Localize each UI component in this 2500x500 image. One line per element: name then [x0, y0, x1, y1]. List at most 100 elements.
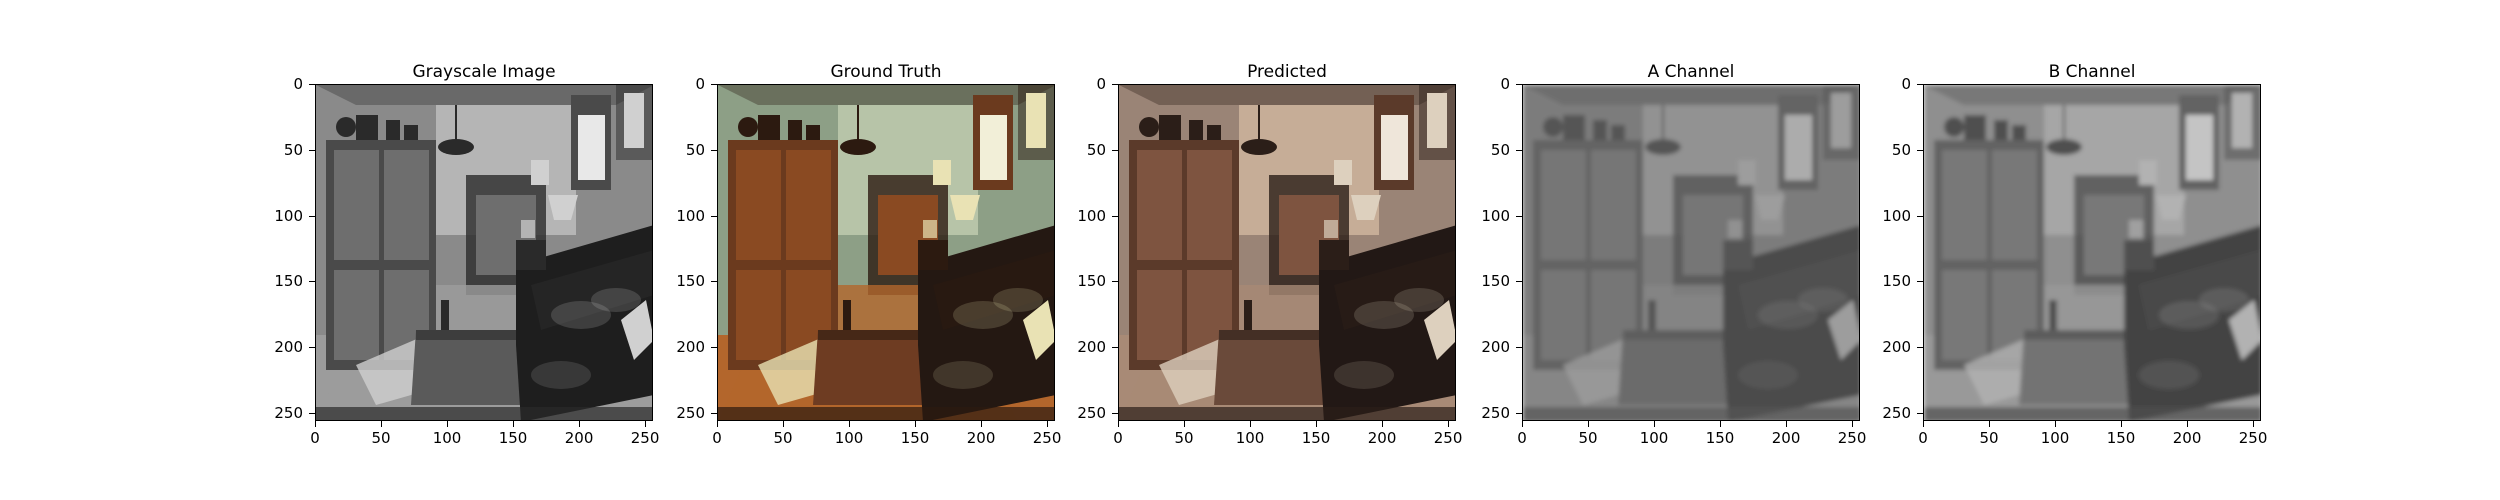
x-tick-label: 0	[1517, 429, 1527, 447]
x-tick-label: 200	[1771, 429, 1801, 447]
image-panel: Grayscale Image 0 50 100 150 200 250 0 50 100 150 2…	[274, 0, 659, 500]
x-tick-mark	[1382, 421, 1384, 427]
y-tick-mark	[1516, 215, 1522, 217]
y-tick-label: 250	[1882, 404, 1911, 423]
y-tick-label: 150	[274, 272, 303, 291]
y-tick-label: 0	[1500, 75, 1510, 93]
x-tick-mark	[915, 421, 917, 427]
y-tick-label: 200	[1882, 338, 1911, 357]
y-tick-label: 100	[1077, 206, 1106, 225]
y-tick-label: 50	[685, 140, 705, 159]
x-tick-label: 50	[1174, 429, 1194, 447]
x-tick-label: 100	[1639, 429, 1669, 447]
x-tick-mark	[2253, 421, 2255, 427]
x-tick-mark	[1448, 421, 1450, 427]
image-frame	[1118, 84, 1456, 421]
x-tick-label: 250	[630, 429, 660, 447]
y-tick-mark	[1516, 347, 1522, 349]
x-tick-label: 100	[2040, 429, 2070, 447]
scene-image	[316, 85, 652, 420]
x-tick-mark	[1852, 421, 1854, 427]
y-tick-label: 250	[1481, 404, 1510, 423]
y-tick-mark	[1516, 413, 1522, 415]
y-tick-mark	[1112, 413, 1118, 415]
y-tick-label: 150	[676, 272, 705, 291]
x-tick-mark	[717, 421, 718, 427]
y-tick-mark	[711, 347, 717, 349]
y-tick-label: 100	[274, 206, 303, 225]
x-tick-label: 250	[1032, 429, 1062, 447]
scene-image	[718, 85, 1054, 420]
x-tick-label: 0	[1918, 429, 1928, 447]
panel-title: Predicted	[1247, 62, 1327, 82]
x-tick-label: 100	[1235, 429, 1265, 447]
x-tick-label: 150	[1301, 429, 1331, 447]
y-tick-label: 150	[1077, 272, 1106, 291]
y-tick-mark	[1112, 84, 1118, 85]
x-tick-label: 100	[432, 429, 462, 447]
y-tick-mark	[1112, 215, 1118, 217]
y-tick-mark	[309, 84, 315, 85]
x-tick-mark	[1654, 421, 1656, 427]
scene-image	[1924, 85, 2260, 420]
y-tick-label: 250	[274, 404, 303, 423]
panel-title: Grayscale Image	[412, 62, 556, 82]
x-tick-label: 150	[2106, 429, 2136, 447]
x-tick-label: 0	[712, 429, 722, 447]
y-tick-mark	[711, 149, 717, 151]
y-tick-mark	[1112, 347, 1118, 349]
y-tick-mark	[1516, 281, 1522, 283]
x-tick-mark	[1720, 421, 1722, 427]
x-tick-label: 50	[1979, 429, 1999, 447]
x-tick-mark	[1316, 421, 1318, 427]
y-tick-mark	[1917, 84, 1923, 85]
x-tick-label: 0	[310, 429, 320, 447]
x-tick-mark	[513, 421, 515, 427]
x-tick-mark	[2187, 421, 2189, 427]
x-tick-label: 150	[1705, 429, 1735, 447]
y-tick-label: 250	[676, 404, 705, 423]
x-tick-label: 50	[773, 429, 793, 447]
y-tick-mark	[309, 215, 315, 217]
y-tick-mark	[1112, 281, 1118, 283]
y-tick-mark	[1917, 149, 1923, 151]
y-tick-label: 0	[1096, 75, 1106, 93]
panel-title: Ground Truth	[830, 62, 942, 82]
x-tick-mark	[1047, 421, 1049, 427]
y-tick-label: 200	[1481, 338, 1510, 357]
y-tick-mark	[309, 281, 315, 283]
y-tick-mark	[1917, 215, 1923, 217]
image-panel: B Channel 0 50 100 150 200 250 0 50 100 150 200 250	[1882, 0, 2267, 500]
x-tick-label: 250	[2238, 429, 2268, 447]
x-tick-label: 250	[1837, 429, 1867, 447]
y-tick-mark	[1516, 149, 1522, 151]
y-tick-label: 100	[676, 206, 705, 225]
y-tick-mark	[1917, 347, 1923, 349]
x-tick-mark	[579, 421, 581, 427]
y-tick-mark	[1112, 149, 1118, 151]
y-tick-mark	[1917, 281, 1923, 283]
y-tick-mark	[711, 413, 717, 415]
panel-title: B Channel	[2048, 62, 2136, 82]
x-tick-mark	[981, 421, 983, 427]
y-tick-mark	[309, 413, 315, 415]
y-tick-mark	[309, 149, 315, 151]
y-tick-label: 150	[1481, 272, 1510, 291]
x-tick-mark	[1250, 421, 1252, 427]
x-tick-mark	[1588, 421, 1590, 427]
image-panel: Predicted 0 50 100 150 200 250 0 50 100 150 200 250	[1077, 0, 1462, 500]
y-tick-label: 50	[1490, 140, 1510, 159]
y-tick-mark	[309, 347, 315, 349]
y-tick-label: 0	[695, 75, 705, 93]
x-tick-label: 50	[371, 429, 391, 447]
y-tick-label: 200	[274, 338, 303, 357]
y-tick-label: 200	[676, 338, 705, 357]
x-tick-label: 150	[900, 429, 930, 447]
x-tick-mark	[645, 421, 647, 427]
image-frame	[315, 84, 653, 421]
y-tick-mark	[711, 281, 717, 283]
x-tick-label: 200	[1367, 429, 1397, 447]
y-tick-label: 200	[1077, 338, 1106, 357]
y-tick-label: 50	[283, 140, 303, 159]
y-tick-mark	[1917, 413, 1923, 415]
